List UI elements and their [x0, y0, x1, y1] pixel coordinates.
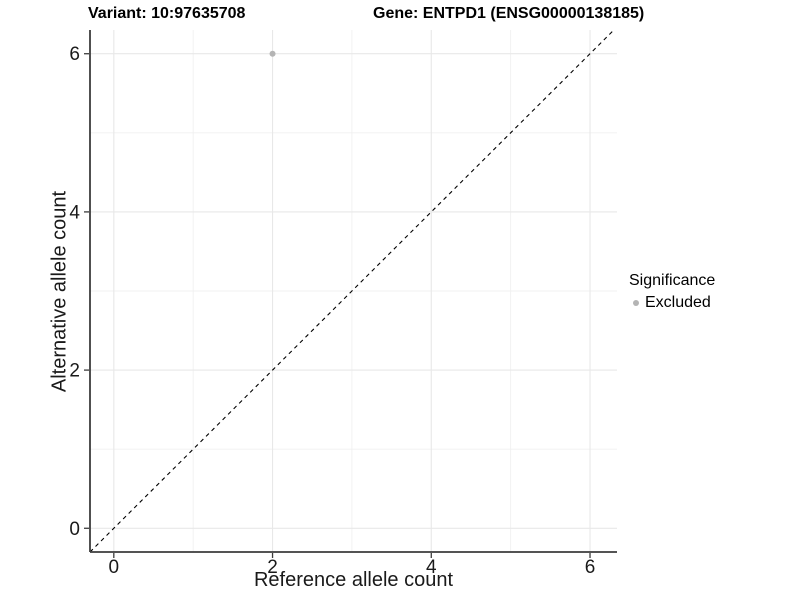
legend-point-icon	[633, 299, 639, 306]
x-tick-label: 4	[426, 557, 437, 578]
plot-title-variant: Variant: 10:97635708	[88, 5, 246, 22]
identity-reference-line	[89, 29, 615, 553]
legend-entry-excluded: Excluded	[629, 293, 715, 312]
y-tick-label: 0	[69, 519, 80, 540]
x-tick-label: 2	[267, 557, 278, 578]
x-tick-label: 6	[585, 557, 596, 578]
x-tick-label: 0	[109, 557, 120, 578]
plot-title-gene: Gene: ENTPD1 (ENSG00000138185)	[373, 5, 645, 22]
y-axis-label: Alternative allele count	[48, 190, 71, 393]
data-point-excluded	[269, 50, 276, 57]
y-tick-label: 2	[69, 361, 80, 382]
y-tick-label: 6	[69, 44, 80, 65]
legend-title: Significance	[629, 272, 716, 289]
x-axis-label: Reference allele count	[253, 569, 453, 591]
y-tick-label: 4	[69, 202, 80, 223]
legend: Significance Excluded	[629, 271, 715, 312]
legend-entry-label: Excluded	[645, 294, 711, 311]
